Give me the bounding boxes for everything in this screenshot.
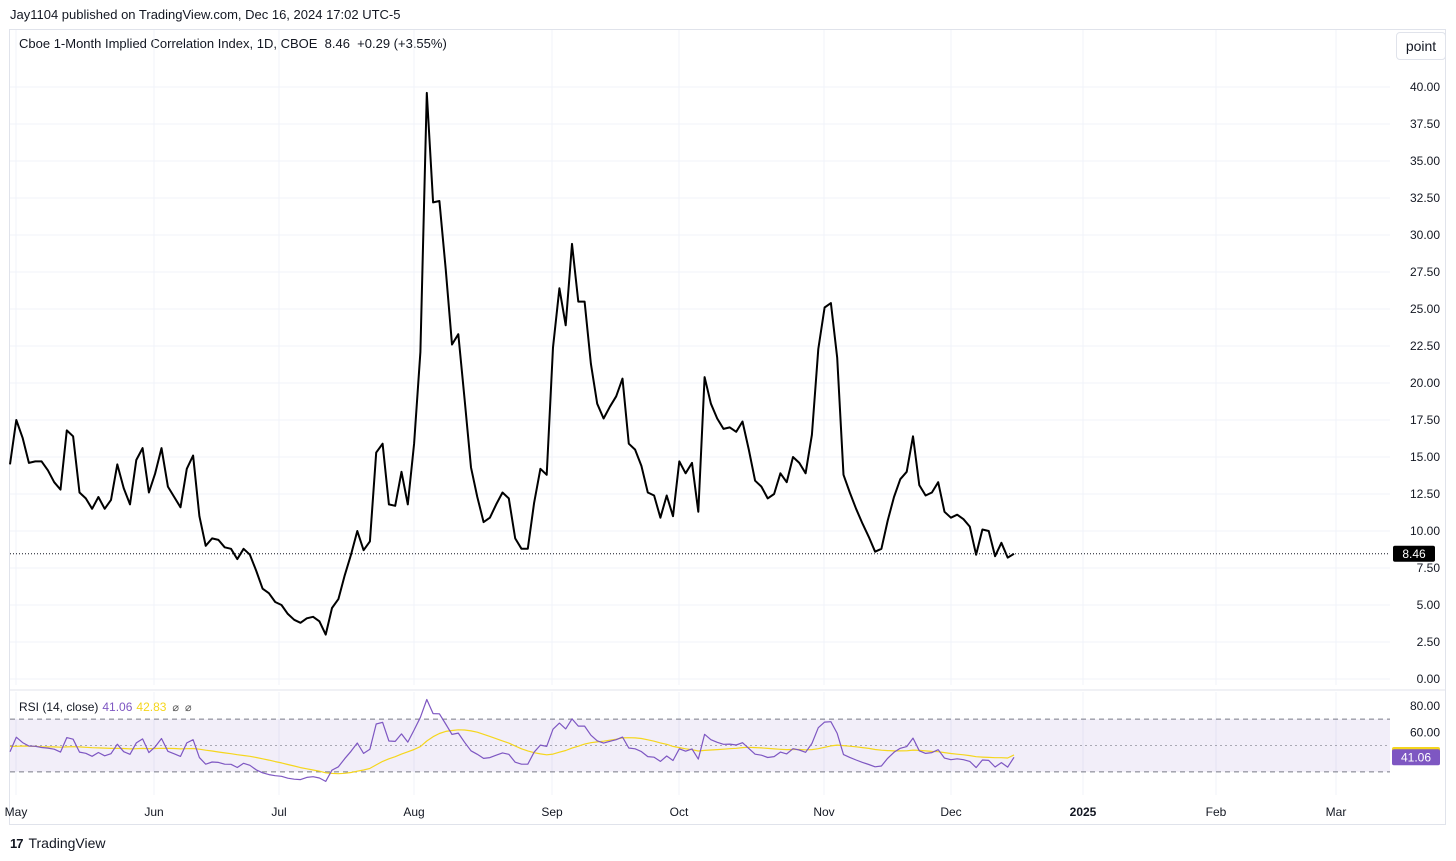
rsi-ma-value: 42.83 — [136, 700, 167, 714]
hide-icon-2[interactable]: ⌀ — [185, 702, 192, 714]
hide-icon[interactable]: ⌀ — [172, 702, 180, 714]
y-tick-label: 12.50 — [1410, 487, 1440, 501]
y-tick-label: 35.00 — [1410, 154, 1440, 168]
rsi-ma-line — [9, 729, 1015, 775]
x-tick-label: Mar — [1326, 805, 1347, 819]
publish-info: Jay1104 published on TradingView.com, De… — [10, 7, 401, 22]
y-tick-label: 7.50 — [1417, 561, 1441, 575]
y-tick-label: 27.50 — [1410, 265, 1440, 279]
rsi-label-text: RSI (14, close) — [19, 700, 99, 714]
symbol-title: Cboe 1-Month Implied Correlation Index, … — [19, 36, 447, 51]
y-tick-label: 0.00 — [1417, 672, 1441, 686]
y-tick-label: 22.50 — [1410, 339, 1440, 353]
scale-mode-button[interactable]: point — [1396, 32, 1446, 60]
last-price-badge — [1393, 545, 1435, 562]
y-tick-label: 2.50 — [1417, 635, 1441, 649]
rsi-y-tick-label: 60.00 — [1410, 725, 1440, 739]
tradingview-logo-icon: 17 — [10, 835, 24, 851]
x-tick-label: 2025 — [1070, 805, 1097, 819]
price-line — [9, 91, 1015, 636]
y-tick-label: 30.00 — [1410, 228, 1440, 242]
x-tick-label: Dec — [940, 805, 961, 819]
x-tick-label: May — [5, 805, 28, 819]
x-tick-label: Jul — [271, 805, 286, 819]
x-tick-label: Jun — [144, 805, 163, 819]
y-tick-label: 15.00 — [1410, 450, 1440, 464]
x-tick-label: Feb — [1206, 805, 1227, 819]
y-tick-label: 40.00 — [1410, 80, 1440, 94]
rsi-badge-label: 41.06 — [1401, 750, 1431, 764]
y-tick-label: 10.00 — [1410, 524, 1440, 538]
tradingview-brand[interactable]: 17 TradingView — [10, 835, 106, 851]
y-tick-label: 5.00 — [1417, 598, 1441, 612]
y-tick-label: 32.50 — [1410, 191, 1440, 205]
x-tick-label: Nov — [813, 805, 834, 819]
y-tick-label: 17.50 — [1410, 413, 1440, 427]
y-tick-label: 37.50 — [1410, 117, 1440, 131]
rsi-badge — [1392, 749, 1440, 766]
y-tick-label: 25.00 — [1410, 302, 1440, 316]
rsi-value: 41.06 — [102, 700, 133, 714]
x-tick-label: Aug — [403, 805, 424, 819]
last-price-label: 8.46 — [1402, 547, 1426, 561]
rsi-legend: RSI (14, close) 41.06 42.83 ⌀ ⌀ — [19, 700, 192, 714]
rsi-line — [9, 698, 1015, 782]
chart-frame — [9, 29, 1446, 825]
rsi-y-tick-label: 80.00 — [1410, 699, 1440, 713]
x-tick-label: Sep — [541, 805, 563, 819]
brand-name: TradingView — [28, 835, 106, 851]
y-tick-label: 20.00 — [1410, 376, 1440, 390]
x-tick-label: Oct — [670, 805, 689, 819]
